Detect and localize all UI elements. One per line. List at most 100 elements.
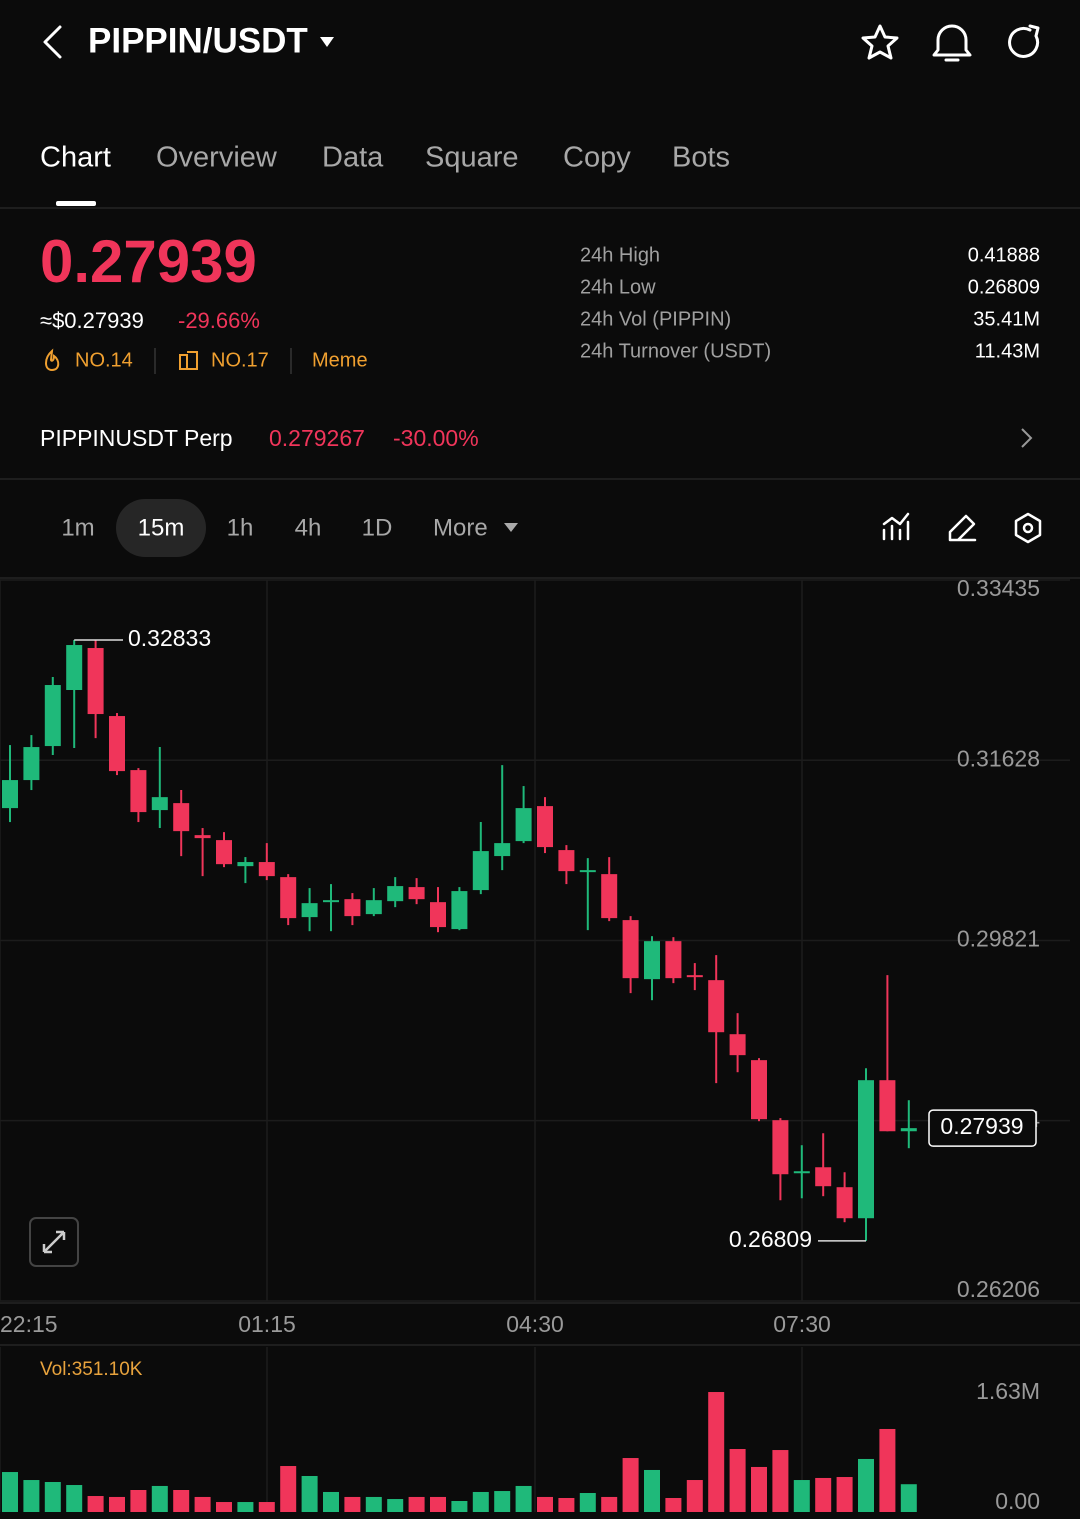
candle-body xyxy=(879,1080,896,1132)
tab[interactable]: Overview xyxy=(156,142,278,174)
tab[interactable]: Chart xyxy=(40,142,111,174)
interval[interactable]: More xyxy=(433,514,488,541)
last-price: 0.27939 xyxy=(40,228,257,295)
volume-bar xyxy=(365,1496,382,1512)
volume-bar xyxy=(237,1502,254,1512)
candle-body xyxy=(301,903,318,918)
volume-bar xyxy=(601,1496,618,1512)
interval[interactable]: 1h xyxy=(227,514,254,541)
volume-bar xyxy=(708,1392,725,1512)
volume-bar xyxy=(836,1477,853,1512)
candle-body xyxy=(601,874,618,919)
indicator-icon[interactable] xyxy=(882,512,910,541)
price-change: -29.66% xyxy=(178,308,260,333)
interval[interactable]: 1D xyxy=(362,514,393,541)
pair-dropdown[interactable] xyxy=(320,37,334,47)
volume-bar xyxy=(258,1502,275,1512)
rank-badge[interactable]: NO.17 xyxy=(211,349,269,371)
volume-bar xyxy=(751,1466,767,1512)
volume-bar xyxy=(301,1475,318,1512)
candle-body xyxy=(430,902,446,928)
current-price-tag xyxy=(928,1109,1037,1147)
candle-body xyxy=(66,645,83,691)
tab[interactable]: Square xyxy=(425,142,519,174)
stat-label: 24h Vol (PIPPIN) xyxy=(580,308,731,330)
price-chart: 0.334350.316280.298210.280140.2620622:15… xyxy=(0,575,1070,1514)
pair-title[interactable]: PIPPIN/USDT xyxy=(88,21,308,60)
candle-body xyxy=(237,862,254,867)
volume-bar xyxy=(686,1480,703,1512)
candle-body xyxy=(751,1060,767,1120)
tab[interactable]: Bots xyxy=(672,142,730,174)
volume-bar xyxy=(537,1496,553,1512)
alert-icon[interactable] xyxy=(932,24,972,62)
tag-badge[interactable]: Meme xyxy=(312,349,368,371)
candle-body xyxy=(772,1120,789,1175)
candle-body xyxy=(387,886,404,902)
candle-body xyxy=(365,900,382,915)
candle-body xyxy=(537,806,553,848)
interval[interactable]: 15m xyxy=(138,514,185,541)
candle-body xyxy=(815,1167,832,1187)
candle-body xyxy=(151,797,168,811)
low-label: 0.26809 xyxy=(729,1226,812,1252)
volume-tick-label: 0.00 xyxy=(995,1488,1040,1514)
y-tick-label: 0.26206 xyxy=(957,1276,1040,1302)
back-button[interactable] xyxy=(43,25,62,59)
tab[interactable]: Copy xyxy=(563,142,631,174)
candle-body xyxy=(23,747,40,781)
volume-bar xyxy=(622,1458,639,1512)
volume-bar xyxy=(344,1496,361,1512)
volume-bar xyxy=(66,1485,83,1512)
settings-icon[interactable] xyxy=(1014,512,1042,544)
volume-bar xyxy=(772,1450,789,1512)
interval[interactable]: 1m xyxy=(61,514,94,541)
candle-body xyxy=(194,835,211,839)
volume-bar xyxy=(451,1500,468,1512)
volume-bar xyxy=(387,1499,404,1512)
candle-body xyxy=(558,850,575,872)
candle-body xyxy=(280,877,297,919)
x-tick-label: 22:15 xyxy=(0,1311,58,1337)
current-price-label: 0.27939 xyxy=(940,1113,1023,1139)
candle-body xyxy=(451,891,468,930)
hot-icon xyxy=(45,348,60,372)
usd-price: ≈$0.27939 xyxy=(40,308,144,333)
candle-body xyxy=(109,716,125,772)
stat-value: 35.41M xyxy=(973,308,1040,330)
candle-body xyxy=(836,1187,853,1219)
candle-body xyxy=(686,975,703,978)
rank-badge[interactable]: NO.14 xyxy=(75,349,133,371)
tab[interactable]: Data xyxy=(322,142,384,174)
tab-indicator xyxy=(56,201,96,206)
high-label: 0.32833 xyxy=(128,625,211,651)
interval[interactable]: 4h xyxy=(295,514,322,541)
x-tick-label: 04:30 xyxy=(506,1311,564,1337)
volume-bar xyxy=(323,1491,339,1512)
volume-bar xyxy=(858,1458,874,1512)
candle-body xyxy=(579,870,596,873)
refresh-icon[interactable] xyxy=(1008,24,1040,58)
volume-bar xyxy=(87,1496,104,1512)
candle-body xyxy=(173,803,190,832)
stat-label: 24h Low xyxy=(580,276,656,298)
volume-bar xyxy=(665,1497,682,1512)
stat-value: 0.41888 xyxy=(968,244,1040,266)
volume-bar xyxy=(900,1484,917,1512)
fullscreen-icon xyxy=(42,1230,66,1254)
favorite-icon[interactable] xyxy=(861,24,899,60)
perp-name[interactable]: PIPPINUSDT Perp xyxy=(40,425,233,451)
volume-bar xyxy=(644,1469,660,1512)
volume-bar xyxy=(879,1428,896,1512)
sector-icon xyxy=(179,351,198,370)
volume-bar xyxy=(515,1485,532,1512)
candle-body xyxy=(644,941,660,980)
perp-chevron[interactable] xyxy=(1021,428,1033,448)
more-dropdown[interactable] xyxy=(504,523,518,532)
candle-body xyxy=(708,980,725,1033)
stat-label: 24h High xyxy=(580,244,660,266)
x-tick-label: 07:30 xyxy=(773,1311,831,1337)
volume-bar xyxy=(430,1496,446,1512)
draw-icon[interactable] xyxy=(948,514,977,542)
volume-label: Vol:351.10K xyxy=(40,1359,143,1380)
